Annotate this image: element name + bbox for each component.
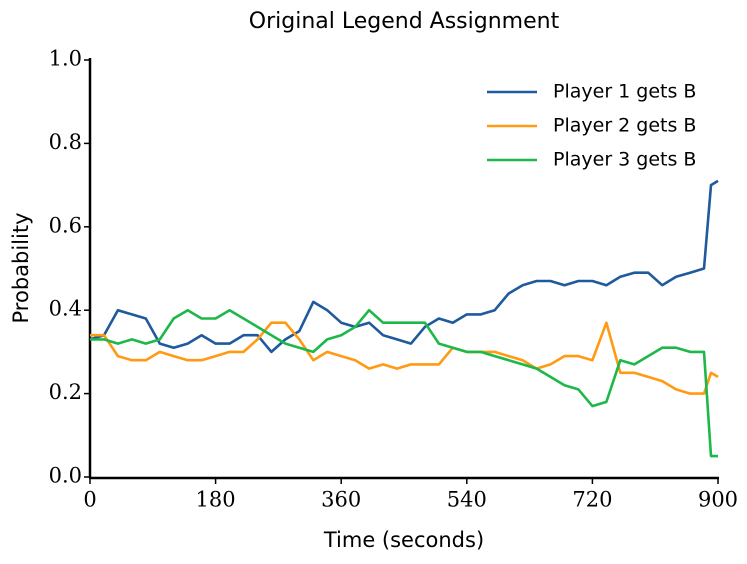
y-tick-label: 0.6 <box>49 213 82 237</box>
y-tick-label: 0.0 <box>49 464 82 488</box>
series-line <box>90 308 718 458</box>
y-axis-label: Probability <box>9 212 33 323</box>
x-tick-label: 900 <box>698 488 738 512</box>
series-line <box>89 179 719 354</box>
series-line <box>90 321 719 395</box>
chart-title: Original Legend Assignment <box>249 9 560 34</box>
y-tick-label: 0.2 <box>49 380 82 404</box>
x-tick-label: 360 <box>321 488 361 512</box>
x-tick-label: 720 <box>572 488 612 512</box>
x-tick-label: 540 <box>447 488 487 512</box>
legend-label: Player 3 gets B <box>553 149 696 171</box>
y-tick-label: 0.4 <box>49 297 82 321</box>
y-tick-label: 0.8 <box>49 130 82 154</box>
x-axis-label: Time (seconds) <box>323 528 484 552</box>
y-tick-label: 1.0 <box>49 47 82 71</box>
x-tick-label: 0 <box>83 488 96 512</box>
x-tick-label: 180 <box>196 488 236 512</box>
legend-label: Player 1 gets B <box>553 81 696 103</box>
legend-label: Player 2 gets B <box>553 115 696 137</box>
